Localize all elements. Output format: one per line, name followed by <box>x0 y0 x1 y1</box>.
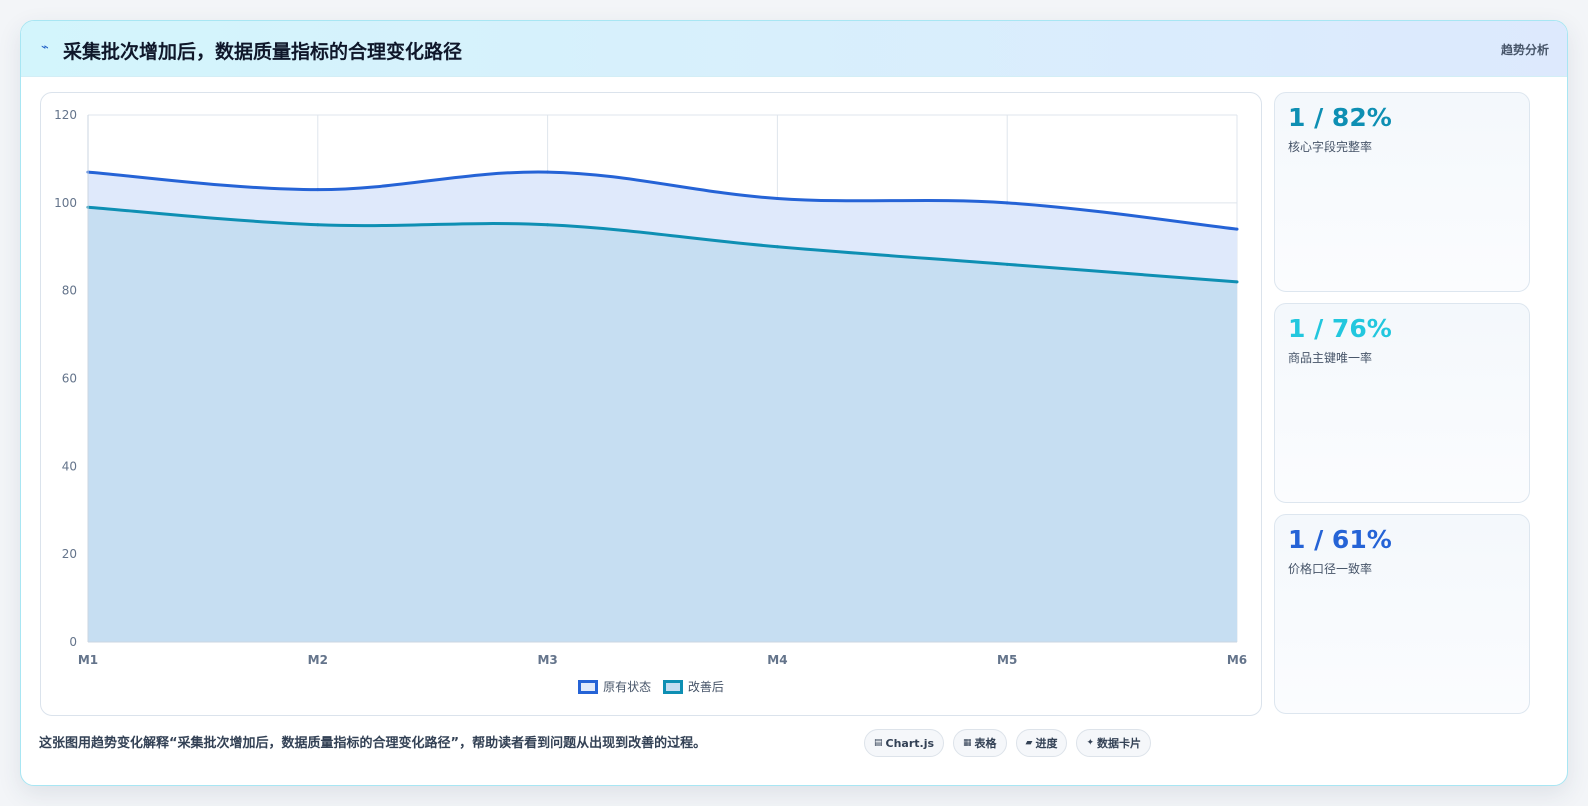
series-line-0 <box>87 170 1238 231</box>
legend-label-original: 原有状态 <box>603 680 652 694</box>
progress-icon: ▰ <box>1025 738 1033 748</box>
chip-label: Chart.js <box>885 736 935 750</box>
legend-swatch-improved <box>662 679 683 694</box>
x-tick-label: M2 <box>308 653 328 667</box>
legend-item-original[interactable]: 原有状态 <box>578 678 651 695</box>
card-icon: ✦ <box>1086 738 1095 748</box>
kpi-label: 价格口径一致率 <box>1288 562 1373 576</box>
x-tick-label: M3 <box>537 653 557 667</box>
series-0-point-3 <box>775 196 779 200</box>
kpi-label: 核心字段完整率 <box>1288 140 1373 154</box>
table-icon: ▦ <box>963 738 972 748</box>
chip-label: 表格 <box>974 737 997 750</box>
chip-data-card[interactable]: ✦ 数据卡片 <box>1076 729 1152 757</box>
kpi-card-uniqueness: 1 / 76% 商品主键唯一率 <box>1274 303 1530 503</box>
series-0-point-5 <box>1235 227 1239 231</box>
page-title: 采集批次增加后，数据质量指标的合理变化路径 <box>63 41 463 63</box>
kpi-value: 1 / 61% <box>1288 525 1392 554</box>
x-tick-label: M4 <box>767 653 787 667</box>
area-chart: 0 20 40 60 80 100 120 M1 M2 M3 M4 M5 M6 <box>54 108 1247 667</box>
chart-card: ⌁ 采集批次增加后，数据质量指标的合理变化路径 趋势分析 0 20 40 60 80 10… <box>20 20 1568 786</box>
kpi-card-completeness: 1 / 82% 核心字段完整率 <box>1274 92 1530 292</box>
chart-legend: 原有状态 改善后 <box>41 678 1261 697</box>
kpi-value: 1 / 76% <box>1288 314 1392 343</box>
series-1-point-2 <box>546 223 550 227</box>
y-tick-label: 100 <box>54 196 77 210</box>
sparkle-icon: ⌁ <box>41 40 49 55</box>
chart-caption: 这张图用趋势变化解释“采集批次增加后，数据质量指标的合理变化路径”，帮助读者看到… <box>39 736 707 751</box>
trend-tag: 趋势分析 <box>1500 43 1549 57</box>
y-tick-label: 80 <box>62 284 77 298</box>
kpi-card-consistency: 1 / 61% 价格口径一致率 <box>1274 514 1530 714</box>
series-1-point-1 <box>316 223 320 227</box>
y-tick-label: 60 <box>62 372 77 386</box>
chip-row: ▤ Chart.js ▦ 表格 ▰ 进度 ✦ 数据卡片 <box>864 729 1152 757</box>
chip-label: 进度 <box>1035 737 1058 750</box>
chip-table[interactable]: ▦ 表格 <box>953 729 1007 757</box>
x-tick-label: M6 <box>1227 653 1247 667</box>
x-tick-label: M5 <box>997 653 1017 667</box>
legend-item-improved[interactable]: 改善后 <box>662 678 724 695</box>
series-0-point-4 <box>1005 201 1009 205</box>
y-tick-label: 20 <box>62 547 77 561</box>
y-tick-label: 40 <box>62 459 77 473</box>
x-tick-label: M1 <box>78 653 98 667</box>
kpi-label: 商品主键唯一率 <box>1288 351 1373 365</box>
series-area-1 <box>88 207 1237 642</box>
y-tick-label: 120 <box>54 108 77 122</box>
series-0-point-2 <box>546 170 550 174</box>
chart-container: 0 20 40 60 80 100 120 M1 M2 M3 M4 M5 M6 原有状态 改善后 <box>40 92 1262 716</box>
series-line-1 <box>87 205 1238 284</box>
chip-chartjs[interactable]: ▤ Chart.js <box>864 729 945 757</box>
series-1-point-5 <box>1235 280 1239 284</box>
chart-icon: ▤ <box>874 738 883 748</box>
legend-swatch-original <box>578 679 599 694</box>
y-tick-label: 0 <box>69 635 77 649</box>
legend-label-improved: 改善后 <box>687 680 724 694</box>
series-0-point-1 <box>316 188 320 192</box>
series-1-point-4 <box>1005 262 1009 266</box>
series-1-point-3 <box>775 245 779 249</box>
chip-progress[interactable]: ▰ 进度 <box>1015 729 1068 757</box>
chip-label: 数据卡片 <box>1097 737 1142 750</box>
card-header: ⌁ 采集批次增加后，数据质量指标的合理变化路径 趋势分析 <box>21 21 1567 77</box>
kpi-value: 1 / 82% <box>1288 103 1392 132</box>
